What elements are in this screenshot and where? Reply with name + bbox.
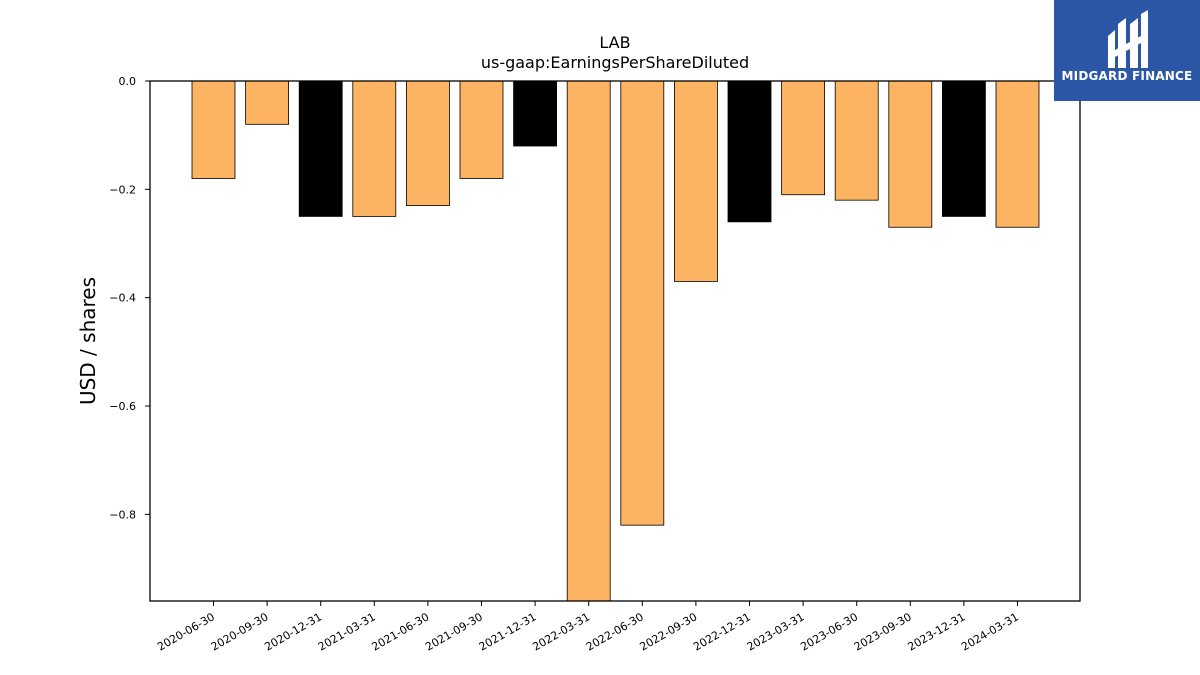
bar-2020-06-30: [191, 80, 236, 179]
bar-2020-12-31: [298, 80, 343, 217]
bar-2022-06-30: [620, 80, 665, 526]
x-tick-label: 2024-03-31: [959, 610, 1021, 653]
chart-subtitle: us-gaap:EarningsPerShareDiluted: [481, 53, 749, 72]
x-tick-label: 2021-12-31: [477, 610, 539, 653]
x-tick-label: 2021-03-31: [316, 610, 378, 653]
x-tick-label: 2023-03-31: [745, 610, 807, 653]
chart-title: LAB: [599, 33, 630, 52]
y-tick-label: −0.8: [109, 508, 136, 521]
x-tick-label: 2022-06-30: [584, 610, 646, 653]
logo-text: MIDGARD FINANCE: [1061, 69, 1193, 83]
bar-2023-09-30: [888, 80, 933, 228]
y-tick-label: −0.2: [109, 183, 136, 196]
x-tick-label: 2022-12-31: [691, 610, 753, 653]
bar-2021-06-30: [405, 80, 450, 206]
bar-2023-03-31: [781, 80, 825, 196]
bar-2022-12-31: [727, 80, 772, 223]
y-tick-label: 0.0: [119, 75, 137, 88]
bar-2022-09-30: [674, 80, 718, 282]
x-tick-label: 2022-03-31: [530, 610, 592, 653]
midgard-finance-logo: MIDGARD FINANCE: [1054, 0, 1200, 101]
ticks-layer: 2020-06-302020-09-302020-12-312021-03-31…: [109, 75, 1021, 654]
bar-2022-03-31: [566, 80, 611, 602]
x-tick-label: 2020-06-30: [155, 610, 217, 653]
x-tick-label: 2023-12-31: [906, 610, 968, 653]
bar-2023-12-31: [942, 80, 986, 217]
x-tick-label: 2023-06-30: [798, 610, 860, 653]
bars-layer: [191, 80, 1040, 602]
y-axis-label: USD / shares: [76, 277, 100, 405]
midgard-logo-mark-icon: [1108, 10, 1148, 68]
x-tick-label: 2020-12-31: [262, 610, 324, 653]
y-tick-label: −0.6: [109, 400, 136, 413]
bar-2021-09-30: [459, 80, 504, 179]
x-tick-label: 2021-06-30: [370, 610, 432, 653]
x-tick-label: 2022-09-30: [638, 610, 700, 653]
bar-2021-12-31: [513, 80, 557, 147]
x-tick-label: 2023-09-30: [852, 610, 914, 653]
y-tick-label: −0.4: [109, 292, 136, 305]
bar-2021-03-31: [352, 80, 397, 217]
x-tick-label: 2020-09-30: [209, 610, 271, 653]
bar-2023-06-30: [834, 80, 879, 201]
bar-2020-09-30: [245, 80, 290, 125]
bar-2024-03-31: [995, 80, 1040, 228]
x-tick-label: 2021-09-30: [423, 610, 485, 653]
plot-frame: [149, 80, 1081, 602]
